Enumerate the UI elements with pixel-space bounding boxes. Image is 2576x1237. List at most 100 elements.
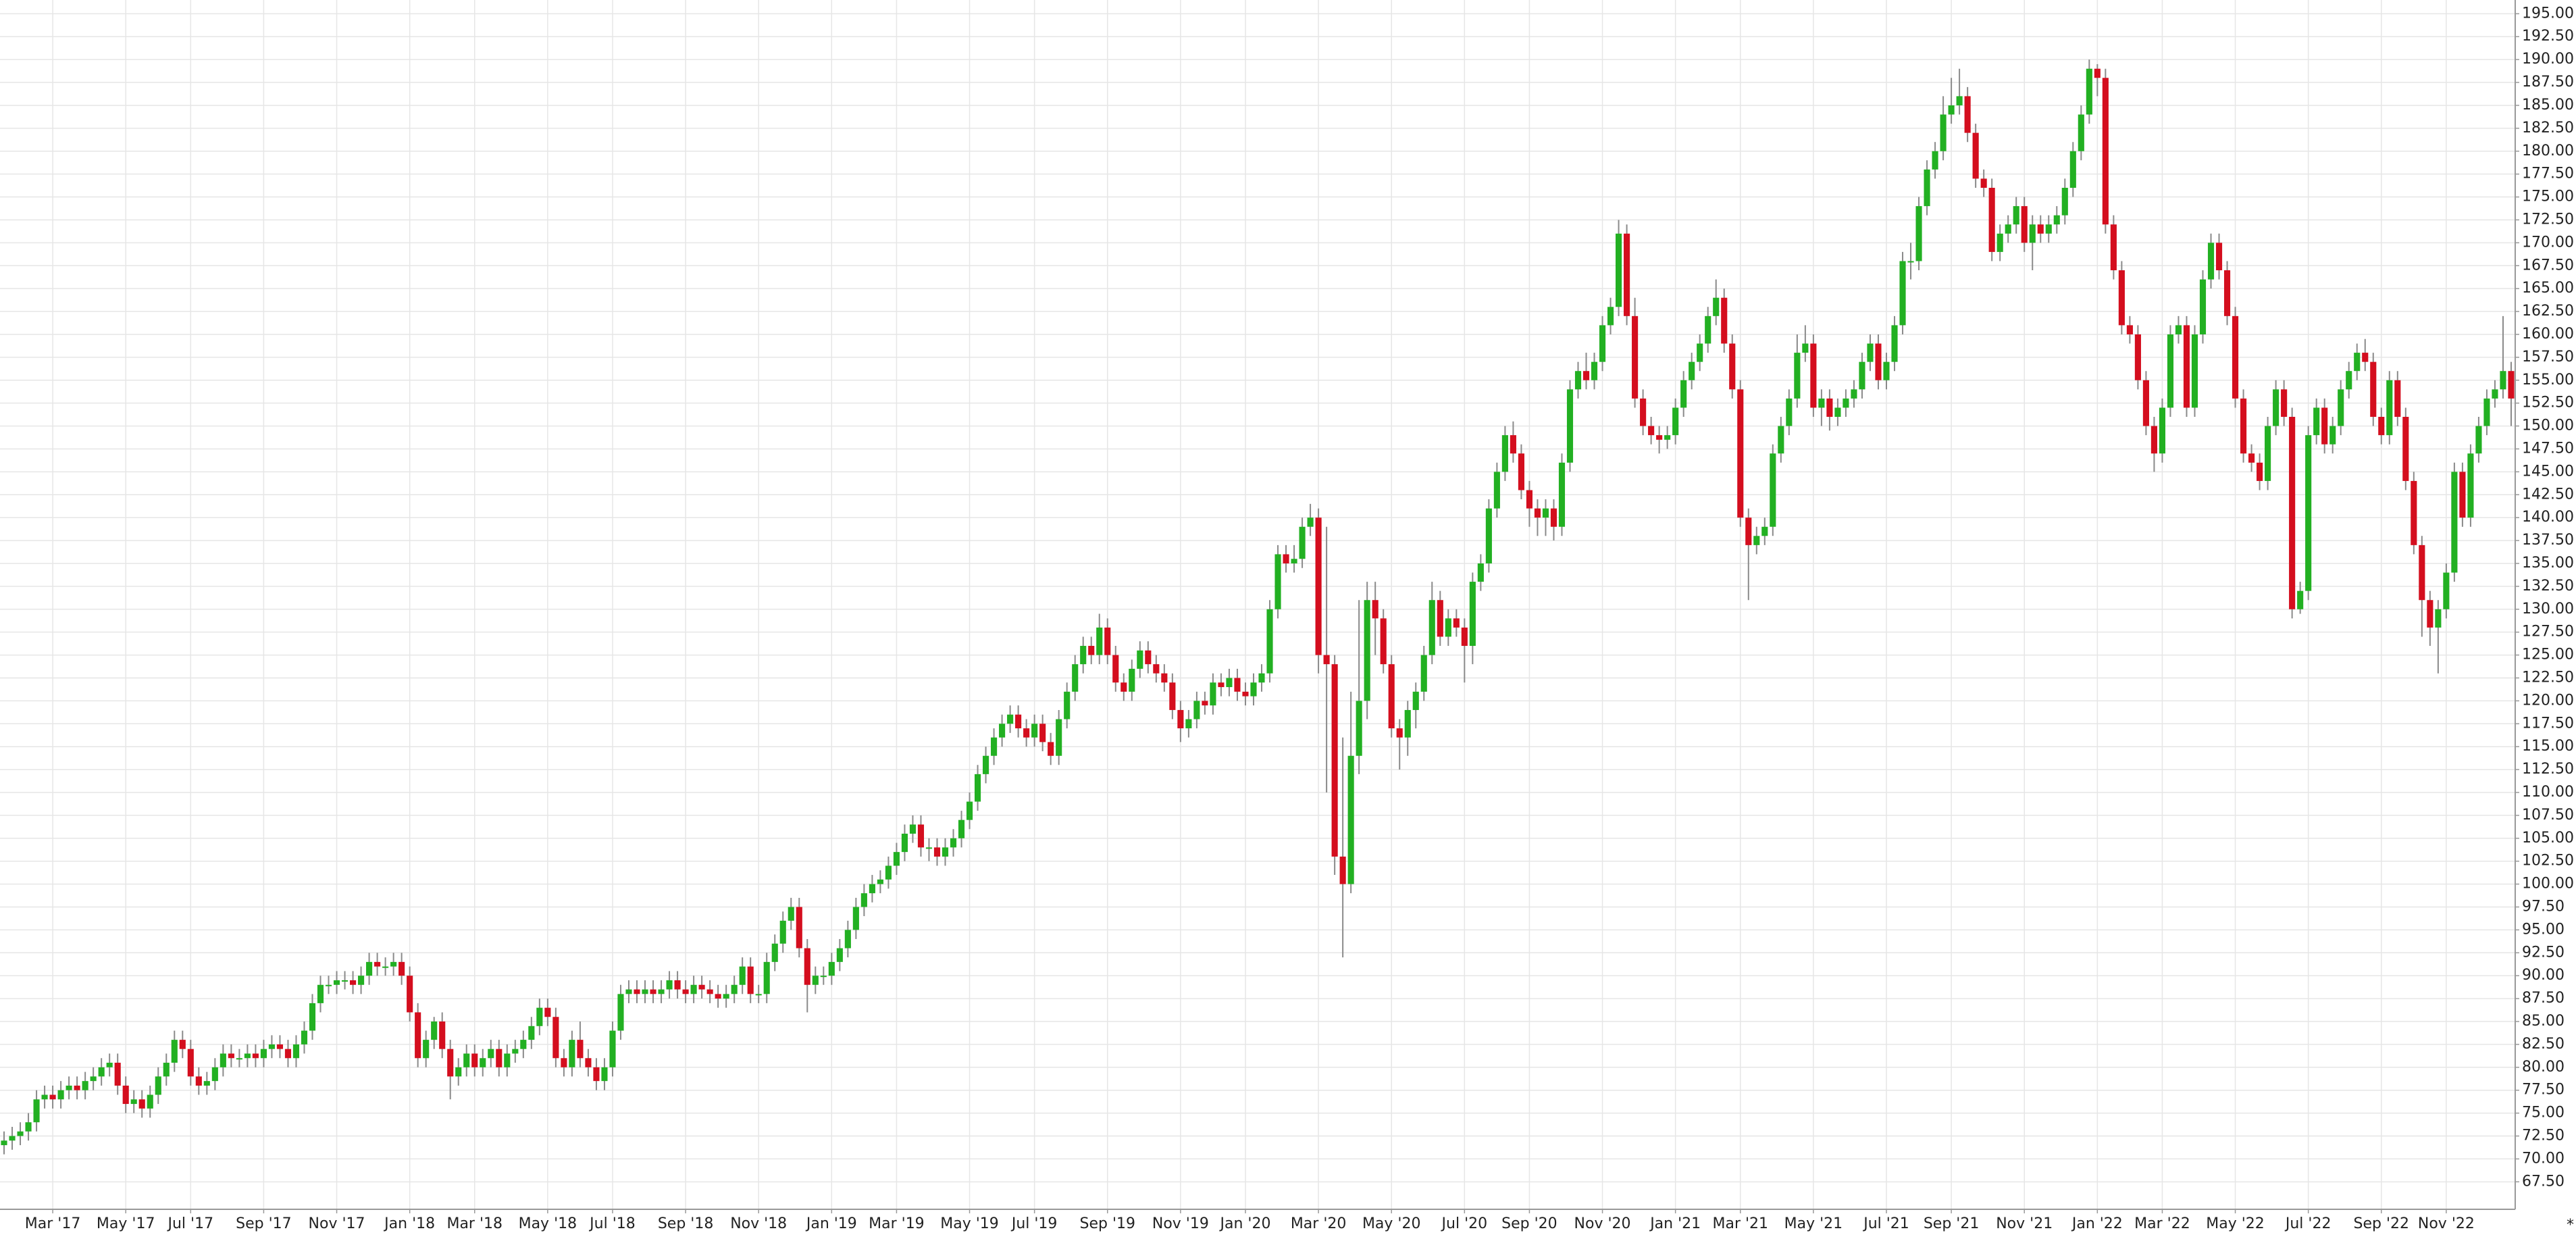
candle-body: [2354, 353, 2361, 372]
candle-body: [2500, 371, 2506, 390]
candle-body: [1664, 435, 1671, 440]
candle-body: [1485, 508, 1492, 563]
candle-body: [1372, 600, 1379, 619]
candle-body: [1964, 96, 1971, 133]
candle-body: [2313, 407, 2320, 436]
candle-body: [41, 1094, 48, 1100]
candle-body: [755, 994, 762, 996]
candle-body: [1428, 600, 1435, 655]
candle-body: [1550, 508, 1557, 527]
candle-body: [1461, 627, 1468, 647]
y-tick-label: 142.50: [2522, 486, 2574, 503]
candle-body: [504, 1053, 511, 1067]
candle-body: [812, 976, 819, 985]
candle-body: [828, 961, 835, 976]
x-tick-label: Jul '22: [2284, 1215, 2332, 1232]
candle-body: [390, 961, 397, 967]
candle-body: [2199, 279, 2207, 334]
candle-body: [2338, 389, 2344, 426]
candle-body: [1940, 114, 1947, 151]
candle-body: [1737, 389, 1744, 518]
candle-body: [2167, 334, 2174, 408]
x-tick-label: Nov '22: [2418, 1215, 2475, 1232]
candle-body: [163, 1063, 170, 1077]
candle-body: [2232, 315, 2239, 399]
candle-body: [325, 984, 332, 986]
candle-body: [1713, 297, 1720, 316]
candle-body: [877, 879, 883, 884]
y-tick-label: 192.50: [2522, 28, 2574, 45]
candle-body: [382, 966, 389, 968]
candle-body: [2191, 334, 2198, 408]
candle-body: [512, 1049, 519, 1054]
candle-body: [1632, 315, 1639, 399]
candle-body: [2248, 453, 2255, 463]
candle-body: [2435, 609, 2442, 628]
candle-body: [634, 989, 640, 994]
candle-body: [1834, 407, 1841, 418]
x-tick-label: Nov '18: [730, 1215, 787, 1232]
candle-body: [106, 1063, 113, 1067]
candle-body: [698, 984, 705, 990]
y-tick-label: 157.50: [2522, 349, 2574, 365]
candle-body: [187, 1049, 194, 1077]
candle-body: [374, 961, 381, 967]
candle-body: [2086, 68, 2092, 115]
y-tick-label: 125.00: [2522, 647, 2574, 663]
candle-body: [1023, 728, 1030, 738]
y-tick-label: 102.50: [2522, 853, 2574, 869]
x-tick-label: May '17: [97, 1215, 155, 1232]
candle-body: [1169, 682, 1176, 710]
candle-body: [455, 1067, 462, 1077]
candle-body: [1112, 655, 1119, 683]
candle-body: [155, 1076, 161, 1095]
y-tick-label: 135.00: [2522, 555, 2574, 572]
candle-body: [1729, 343, 1736, 390]
candle-body: [999, 724, 1006, 738]
candle-body: [2362, 353, 2369, 362]
x-tick-label: Nov '19: [1152, 1215, 1209, 1232]
candle-body: [966, 801, 973, 820]
candle-body: [609, 1030, 616, 1067]
candle-body: [1315, 517, 1322, 655]
candle-body: [1388, 664, 1395, 729]
x-tick-label: Jan '18: [383, 1215, 435, 1232]
candle-body: [1542, 508, 1549, 518]
y-tick-label: 92.50: [2522, 944, 2565, 961]
candle-body: [236, 1058, 242, 1060]
candle-body: [715, 994, 721, 999]
candle-body: [836, 948, 843, 962]
candle-body: [1566, 389, 1574, 463]
candle-body: [723, 994, 729, 999]
candle-body: [25, 1122, 32, 1132]
y-tick-label: 75.00: [2522, 1105, 2565, 1121]
candle-body: [2126, 325, 2133, 334]
candle-body: [1867, 343, 1874, 362]
x-tick-label: May '20: [1362, 1215, 1421, 1232]
candle-body: [1794, 353, 1801, 399]
y-tick-label: 180.00: [2522, 143, 2574, 159]
candle-body: [463, 1053, 470, 1067]
candle-body: [779, 920, 786, 944]
candle-body: [763, 961, 770, 994]
candle-body: [1307, 517, 1314, 527]
y-tick-label: 172.50: [2522, 211, 2574, 228]
candle-body: [2508, 371, 2515, 399]
candle-body: [2346, 371, 2352, 390]
candle-body: [1477, 563, 1484, 582]
candle-body: [1193, 701, 1200, 720]
y-tick-label: 97.50: [2522, 899, 2565, 915]
candle-body: [950, 838, 957, 848]
candle-body: [1048, 742, 1054, 756]
y-tick-label: 100.00: [2522, 876, 2574, 892]
candle-body: [1875, 343, 1882, 380]
candle-body: [569, 1040, 575, 1067]
candle-body: [1988, 187, 1995, 252]
candle-body: [1104, 627, 1111, 655]
candle-body: [2029, 224, 2036, 243]
x-tick-label: May '22: [2206, 1215, 2265, 1232]
candle-body: [1672, 407, 1679, 436]
candle-body: [2045, 224, 2052, 234]
candle-body: [1624, 233, 1630, 316]
candle-body: [317, 984, 324, 1003]
